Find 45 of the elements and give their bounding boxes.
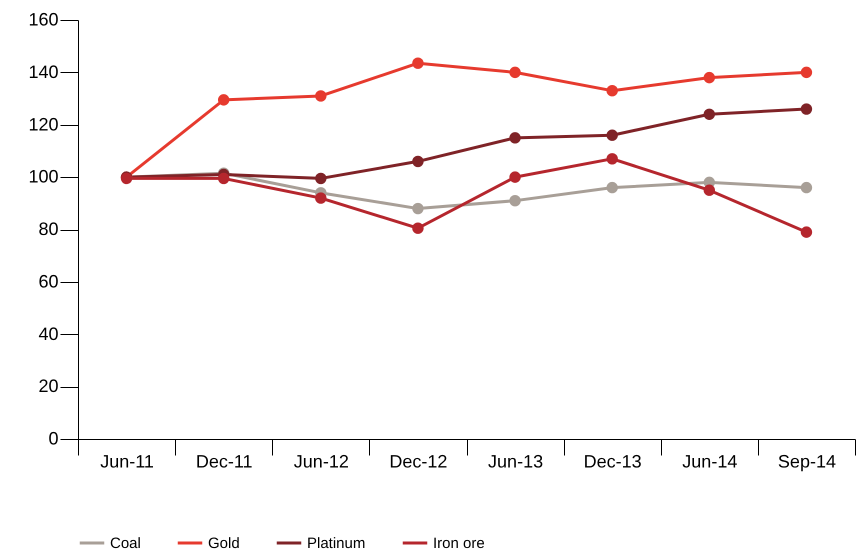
y-tick-label: 80 — [38, 219, 58, 239]
point — [800, 103, 812, 115]
point — [315, 90, 327, 102]
legend-label: Coal — [110, 535, 141, 552]
point — [509, 132, 521, 144]
legend-label: Gold — [208, 535, 240, 552]
point — [218, 172, 230, 184]
point — [606, 153, 618, 164]
point — [704, 184, 716, 196]
x-tick-label: Jun-13 — [488, 452, 544, 472]
x-tick-label: Dec-12 — [389, 452, 448, 472]
point — [509, 66, 521, 78]
point — [509, 195, 521, 206]
point — [412, 202, 424, 214]
legend-label: Platinum — [307, 535, 366, 552]
x-tick-label: Jun-14 — [682, 452, 738, 472]
point — [606, 182, 618, 194]
point — [800, 182, 812, 194]
point — [218, 94, 230, 106]
x-tick-label: Jun-12 — [294, 452, 349, 472]
point — [412, 58, 424, 69]
point — [800, 226, 812, 238]
point — [315, 192, 327, 204]
y-tick-label: 100 — [28, 166, 58, 187]
x-tick-label: Dec-11 — [196, 452, 253, 472]
point — [606, 85, 618, 96]
point — [704, 108, 716, 120]
x-tick-label: Dec-13 — [584, 452, 642, 472]
y-tick-label: 120 — [28, 114, 58, 134]
x-tick-label: Jun-11 — [100, 452, 154, 472]
y-tick-label: 20 — [38, 376, 58, 396]
y-tick-label: 60 — [38, 271, 58, 292]
y-tick-label: 160 — [28, 10, 58, 30]
point — [800, 66, 812, 78]
x-tick-label: Sep-14 — [778, 452, 836, 472]
y-tick-label: 140 — [28, 62, 58, 82]
y-tick-label: 0 — [48, 428, 58, 448]
point — [704, 72, 716, 84]
y-tick-label: 40 — [38, 324, 58, 344]
legend-label: Iron ore — [433, 535, 485, 552]
point — [509, 171, 521, 183]
point — [315, 172, 327, 184]
point — [412, 222, 424, 234]
point — [606, 130, 618, 141]
point — [412, 156, 424, 168]
